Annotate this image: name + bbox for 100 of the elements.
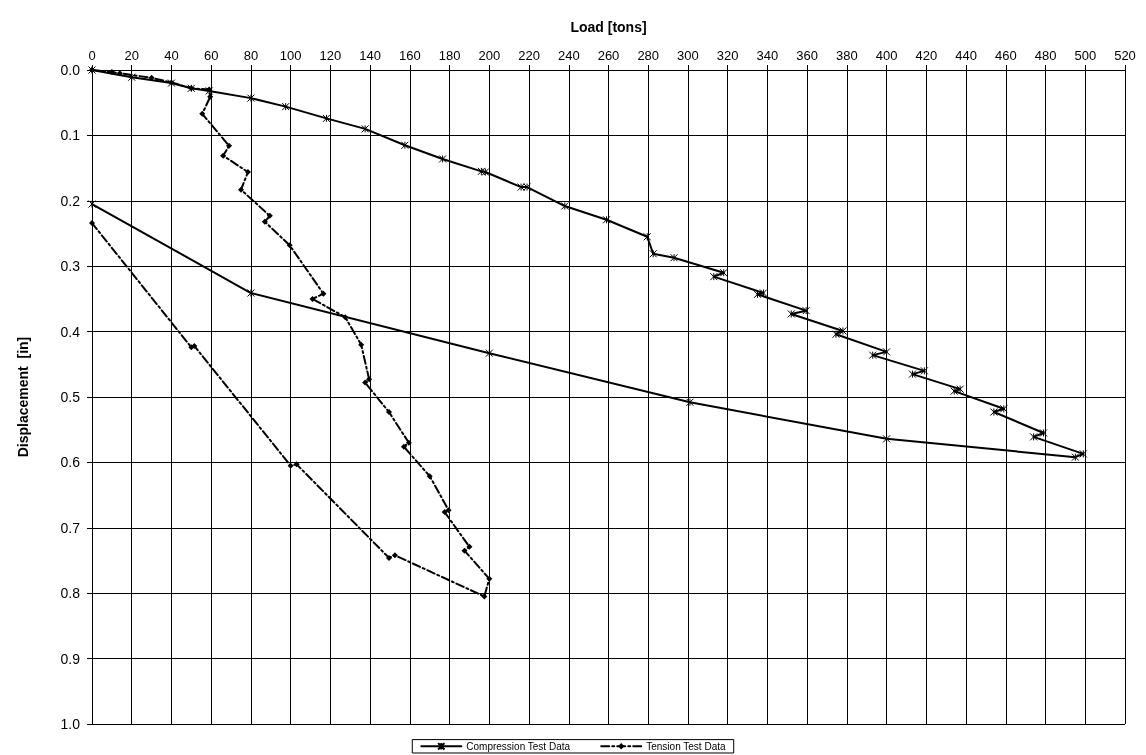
point [643, 232, 652, 241]
x-tick-label: 120 [319, 48, 342, 63]
point [438, 154, 447, 163]
point [670, 253, 679, 262]
point [868, 351, 877, 360]
point [466, 543, 473, 550]
point [441, 509, 448, 516]
x-tick-label: 180 [438, 48, 461, 63]
point [685, 398, 694, 407]
x-tick-label: 360 [796, 48, 819, 63]
point [956, 385, 965, 394]
point [882, 347, 891, 356]
point [1071, 453, 1080, 462]
point [293, 461, 300, 468]
point [220, 152, 227, 159]
x-tick-label: 400 [875, 48, 898, 63]
point [226, 142, 233, 149]
x-tick-label: 200 [478, 48, 501, 63]
y-tick-label: 0.4 [60, 323, 81, 340]
x-tick-label: 0 [88, 48, 96, 63]
point [287, 462, 294, 469]
point [787, 309, 796, 318]
point [517, 183, 526, 192]
point [237, 186, 244, 193]
point [385, 409, 392, 416]
point [207, 93, 214, 100]
point [400, 443, 407, 450]
point [1029, 432, 1038, 441]
point [838, 326, 847, 335]
point [882, 434, 891, 443]
y-tick-label: 0.8 [60, 585, 81, 602]
y-tick-label: 0.6 [60, 454, 81, 471]
point [426, 473, 433, 480]
x-tick-label: 220 [518, 48, 540, 63]
x-tick-label: 440 [955, 48, 977, 63]
point [477, 167, 486, 176]
point [445, 507, 452, 514]
x-tick-label: 480 [1034, 48, 1057, 63]
point [358, 341, 365, 348]
point [391, 552, 398, 559]
point [261, 218, 268, 225]
legend-label: Tension Test Data [646, 740, 726, 752]
point [759, 289, 768, 298]
point [602, 215, 611, 224]
point [246, 94, 255, 103]
point [1079, 449, 1088, 458]
point [461, 547, 468, 554]
point [920, 366, 929, 375]
point [950, 387, 959, 396]
x-tick-label: 460 [994, 48, 1017, 63]
x-tick-label: 240 [557, 48, 580, 63]
point [989, 408, 998, 417]
point [400, 141, 409, 150]
point [366, 376, 373, 383]
point [286, 242, 293, 249]
point [523, 183, 532, 192]
point [320, 290, 327, 297]
point [116, 70, 123, 77]
x-tick-label: 60 [203, 48, 219, 63]
point [342, 314, 349, 321]
x-tick-label: 420 [915, 48, 938, 63]
point [281, 102, 290, 111]
legend-label: Compression Test Data [466, 740, 571, 752]
point [649, 249, 658, 258]
point [999, 404, 1008, 413]
x-tick-label: 500 [1074, 48, 1097, 63]
point [485, 349, 494, 358]
point [560, 202, 569, 211]
x-tick-label: 340 [756, 48, 779, 63]
point [385, 554, 392, 561]
y-tick-label: 0.2 [60, 192, 81, 209]
point [709, 272, 718, 281]
y-tick-label: 0.5 [60, 389, 81, 405]
point [802, 306, 811, 315]
point [148, 74, 155, 81]
x-tick-label: 300 [677, 48, 699, 63]
point [753, 290, 762, 299]
point [108, 68, 115, 75]
y-tick-label: 0.1 [60, 127, 81, 144]
point [405, 439, 412, 446]
point [481, 593, 488, 600]
point [244, 169, 251, 176]
point [127, 73, 136, 82]
point [831, 330, 840, 339]
x-tick-label: 280 [637, 48, 660, 63]
y-tick-label: 1.0 [60, 716, 81, 732]
x-tick-label: 100 [279, 48, 302, 63]
x-tick-label: 20 [124, 48, 139, 63]
point [322, 114, 331, 123]
point [246, 289, 255, 298]
x-tick-label: 80 [243, 48, 259, 63]
x-axis-title: Load [tons] [570, 19, 647, 35]
x-tick-label: 140 [359, 48, 381, 63]
x-tick-label: 520 [1114, 48, 1136, 63]
point [89, 220, 95, 227]
y-tick-label: 0.0 [60, 62, 81, 78]
point [266, 212, 273, 219]
point [719, 268, 728, 277]
y-axis-title: Displacement [in] [15, 336, 31, 458]
point [361, 124, 370, 133]
